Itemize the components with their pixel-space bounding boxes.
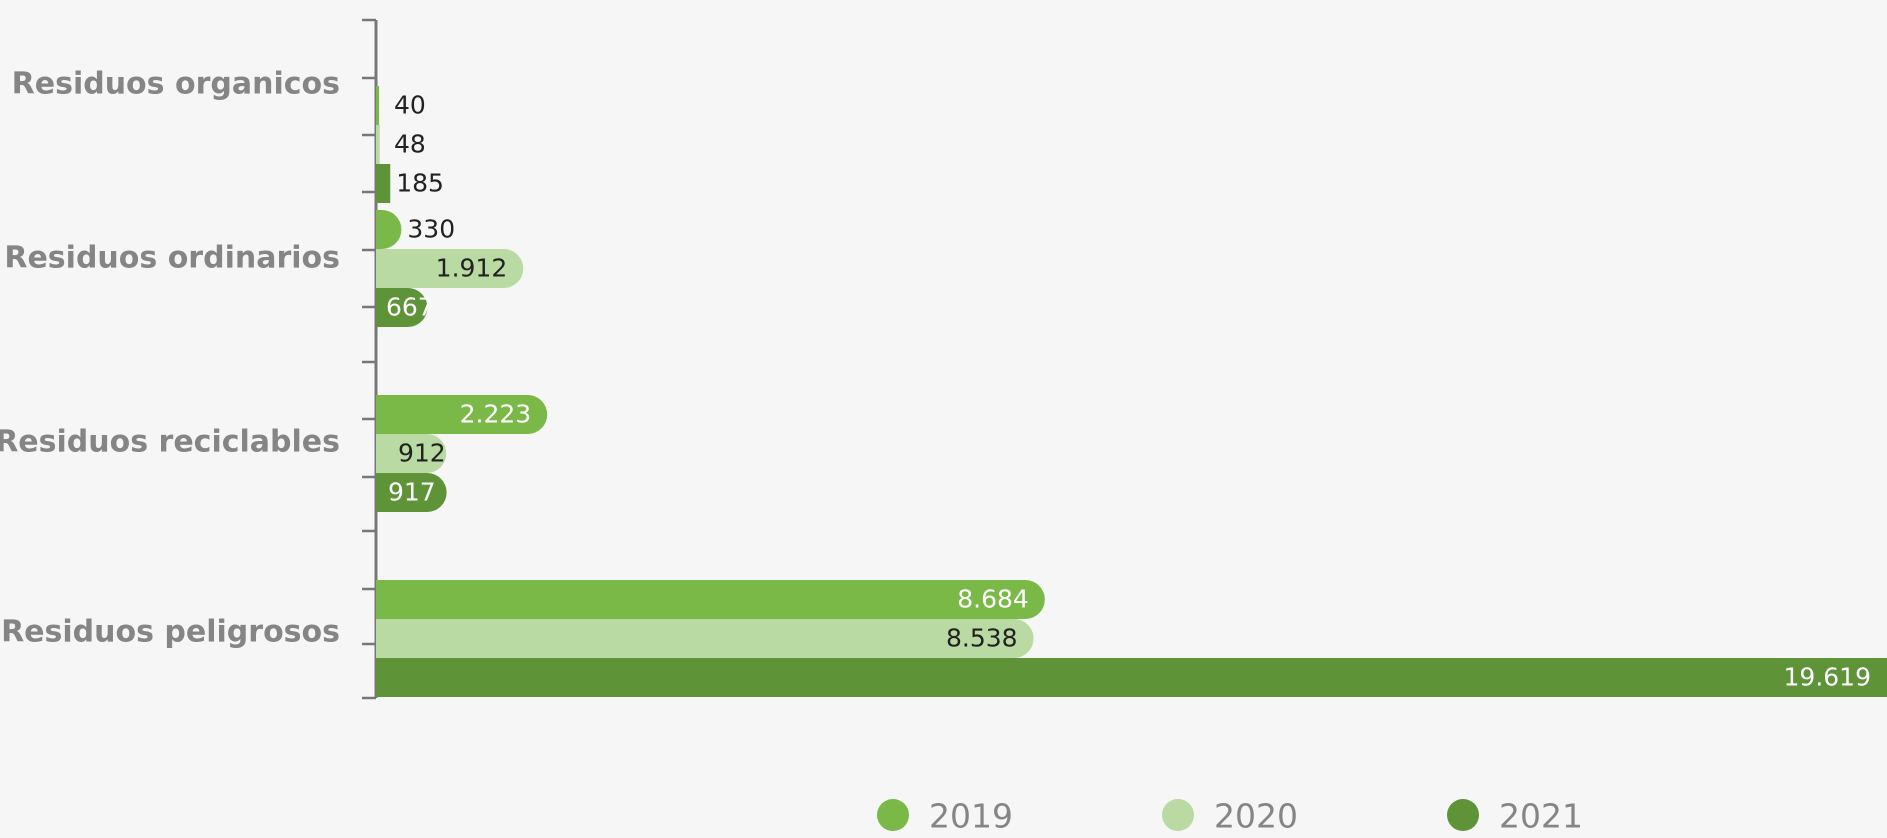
bar-2021	[376, 658, 1887, 697]
data-label: 48	[394, 130, 426, 159]
data-label: 8.684	[957, 585, 1029, 614]
bar-2021	[376, 288, 428, 327]
bar-2020	[376, 125, 380, 164]
data-label: 1.912	[436, 254, 508, 283]
data-label: 8.538	[946, 624, 1018, 653]
data-label: 917	[388, 478, 436, 507]
data-label: 185	[396, 169, 444, 198]
bar-2021	[376, 473, 447, 512]
bar-2021	[376, 164, 391, 203]
bar-2019	[376, 395, 548, 434]
legend-label: 2019	[929, 797, 1013, 835]
data-label: 19.619	[1784, 663, 1871, 692]
data-label: 40	[394, 91, 426, 120]
legend-label: 2020	[1214, 797, 1298, 835]
data-label: 667	[386, 293, 434, 322]
legend-label: 2021	[1499, 797, 1583, 835]
bar-2019	[376, 86, 380, 125]
category-label: Residuos peligrosos	[1, 615, 340, 650]
bar-2020	[376, 619, 1034, 658]
category-label: Residuos organicos	[12, 67, 340, 102]
data-label: 912	[398, 439, 446, 468]
bar-2019	[376, 210, 402, 249]
bar-2019	[376, 580, 1045, 619]
legend-marker-2019	[877, 799, 909, 831]
legend-marker-2021	[1447, 799, 1479, 831]
category-label: Residuos reciclables	[0, 425, 340, 460]
category-label: Residuos ordinarios	[4, 241, 340, 276]
bar-2020	[376, 434, 447, 473]
data-label: 2.223	[460, 400, 532, 429]
data-label: 330	[407, 215, 455, 244]
bar-2020	[376, 249, 524, 288]
legend-marker-2020	[1162, 799, 1194, 831]
